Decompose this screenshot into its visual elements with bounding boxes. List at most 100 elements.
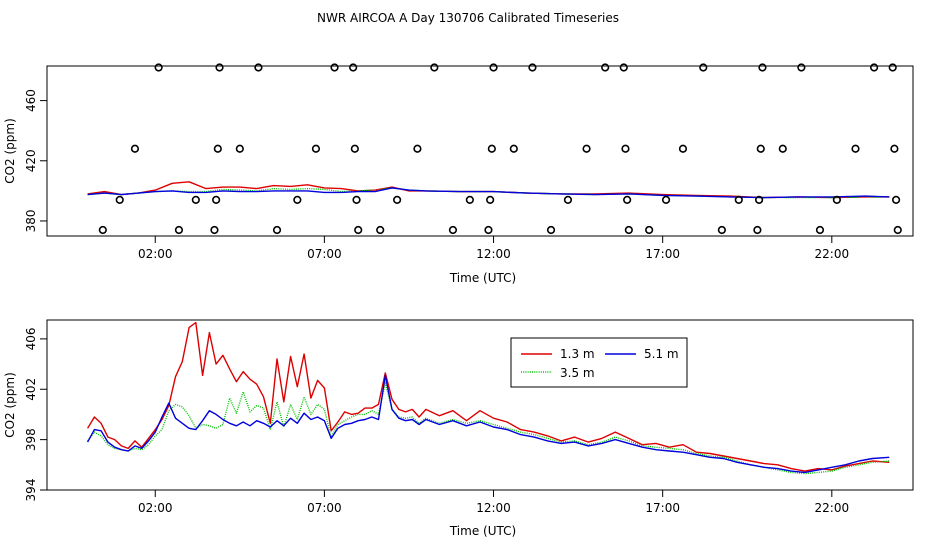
outlier-point — [235, 144, 244, 153]
outlier-point — [349, 63, 358, 72]
outlier-point — [430, 63, 439, 72]
outlier-point — [130, 144, 140, 153]
top-x-axis: 02:00 07:00 12:00 17:00 22:00 — [138, 236, 849, 261]
top-x-tick-label: 17:00 — [645, 247, 680, 261]
top-series-lines — [87, 181, 890, 199]
outlier-point — [699, 63, 708, 72]
top-y-tick-label: 460 — [24, 89, 38, 112]
top-series-3-5-mline — [87, 187, 890, 199]
legend-label-1-3m: 1.3 m — [560, 347, 595, 361]
chart-title: NWR AIRCOA A Day 130706 Calibrated Times… — [317, 11, 619, 25]
bottom-y-tick-label: 394 — [24, 479, 38, 502]
outlier-point — [546, 225, 556, 235]
outlier-point — [448, 225, 458, 235]
outlier-point — [98, 225, 107, 235]
bottom-series-lines — [86, 321, 890, 475]
top-x-tick-label: 07:00 — [307, 247, 342, 261]
outlier-point — [465, 195, 474, 204]
outlier-point — [645, 225, 654, 235]
outlier-point — [891, 195, 901, 204]
outlier-point — [815, 225, 825, 235]
bottom-panel: 02:00 07:00 12:00 17:00 22:00 394 398 402 406 T… — [3, 319, 914, 538]
bottom-y-tick-label: 406 — [24, 327, 38, 350]
outlier-point — [393, 195, 402, 204]
top-y-tick-label: 420 — [24, 149, 38, 172]
outlier-point — [753, 225, 762, 235]
outlier-point — [311, 144, 321, 153]
outlier-point — [851, 144, 860, 153]
bottom-x-tick-label: 12:00 — [476, 501, 511, 515]
outlier-point — [354, 225, 363, 235]
bottom-plot-frame — [46, 319, 914, 491]
top-x-tick-label: 12:00 — [476, 247, 511, 261]
outlier-point — [619, 63, 628, 72]
legend-box — [510, 337, 688, 388]
top-y-axis-title: CO2 (ppm) — [3, 118, 17, 184]
outlier-point — [661, 195, 671, 204]
outlier-point — [563, 195, 573, 204]
outlier-point — [293, 195, 302, 204]
bottom-x-axis: 02:00 07:00 12:00 17:00 22:00 — [138, 490, 849, 515]
bottom-series-3-5-mline — [87, 382, 890, 475]
outlier-point — [890, 144, 899, 153]
outlier-point — [778, 144, 787, 153]
top-series-1-3-mline — [87, 181, 890, 199]
bottom-y-axis: 394 398 402 406 — [24, 327, 47, 501]
outlier-point — [601, 63, 610, 72]
top-series-5-1-mline — [87, 187, 890, 199]
outlier-point — [893, 225, 902, 235]
outlier-point — [758, 63, 767, 72]
bottom-x-tick-label: 22:00 — [815, 501, 850, 515]
outlier-point — [330, 63, 339, 72]
outlier-point — [869, 63, 879, 72]
bottom-x-tick-label: 07:00 — [307, 501, 342, 515]
top-x-axis-title: Time (UTC) — [449, 271, 516, 285]
outlier-point — [154, 63, 163, 72]
outlier-point — [254, 63, 263, 72]
bottom-x-tick-label: 17:00 — [645, 501, 680, 515]
outlier-point — [734, 195, 743, 204]
bottom-series-5-1-mline — [86, 374, 890, 474]
outlier-point — [213, 144, 222, 153]
bottom-series-1-3-mline — [87, 321, 890, 472]
top-outlier-points — [98, 63, 902, 235]
outlier-point — [582, 144, 591, 153]
bottom-y-axis-title: CO2 (ppm) — [3, 372, 17, 438]
outlier-point — [621, 144, 630, 153]
bottom-y-tick-label: 402 — [24, 378, 38, 401]
outlier-point — [174, 225, 184, 235]
outlier-point — [486, 195, 495, 204]
outlier-point — [888, 63, 897, 72]
top-x-tick-label: 22:00 — [815, 247, 850, 261]
top-y-tick-label: 380 — [24, 210, 38, 233]
outlier-point — [191, 195, 200, 204]
outlier-point — [487, 144, 496, 153]
outlier-point — [797, 63, 806, 72]
outlier-point — [489, 63, 498, 72]
outlier-point — [272, 225, 282, 235]
outlier-point — [352, 195, 361, 204]
outlier-point — [413, 144, 422, 153]
top-x-tick-label: 02:00 — [138, 247, 173, 261]
outlier-point — [756, 144, 765, 153]
top-plot-frame — [46, 65, 914, 237]
outlier-point — [215, 63, 224, 72]
outlier-point — [376, 225, 385, 235]
top-y-axis: 380 420 460 — [24, 89, 47, 232]
bottom-x-axis-title: Time (UTC) — [449, 524, 516, 538]
bottom-y-tick-label: 398 — [24, 428, 38, 451]
outlier-point — [678, 144, 688, 153]
outlier-point — [624, 225, 633, 235]
outlier-point — [210, 225, 219, 235]
outlier-point — [754, 195, 764, 204]
legend-label-3-5m: 3.5 m — [560, 366, 595, 380]
outlier-point — [717, 225, 726, 235]
outlier-point — [212, 195, 221, 204]
top-panel: 02:00 07:00 12:00 17:00 22:00 380 420 460 Time… — [3, 63, 914, 285]
outlier-point — [484, 225, 493, 235]
outlier-point — [115, 195, 124, 204]
outlier-point — [509, 144, 518, 153]
outlier-point — [350, 144, 359, 153]
outlier-point — [528, 63, 537, 72]
